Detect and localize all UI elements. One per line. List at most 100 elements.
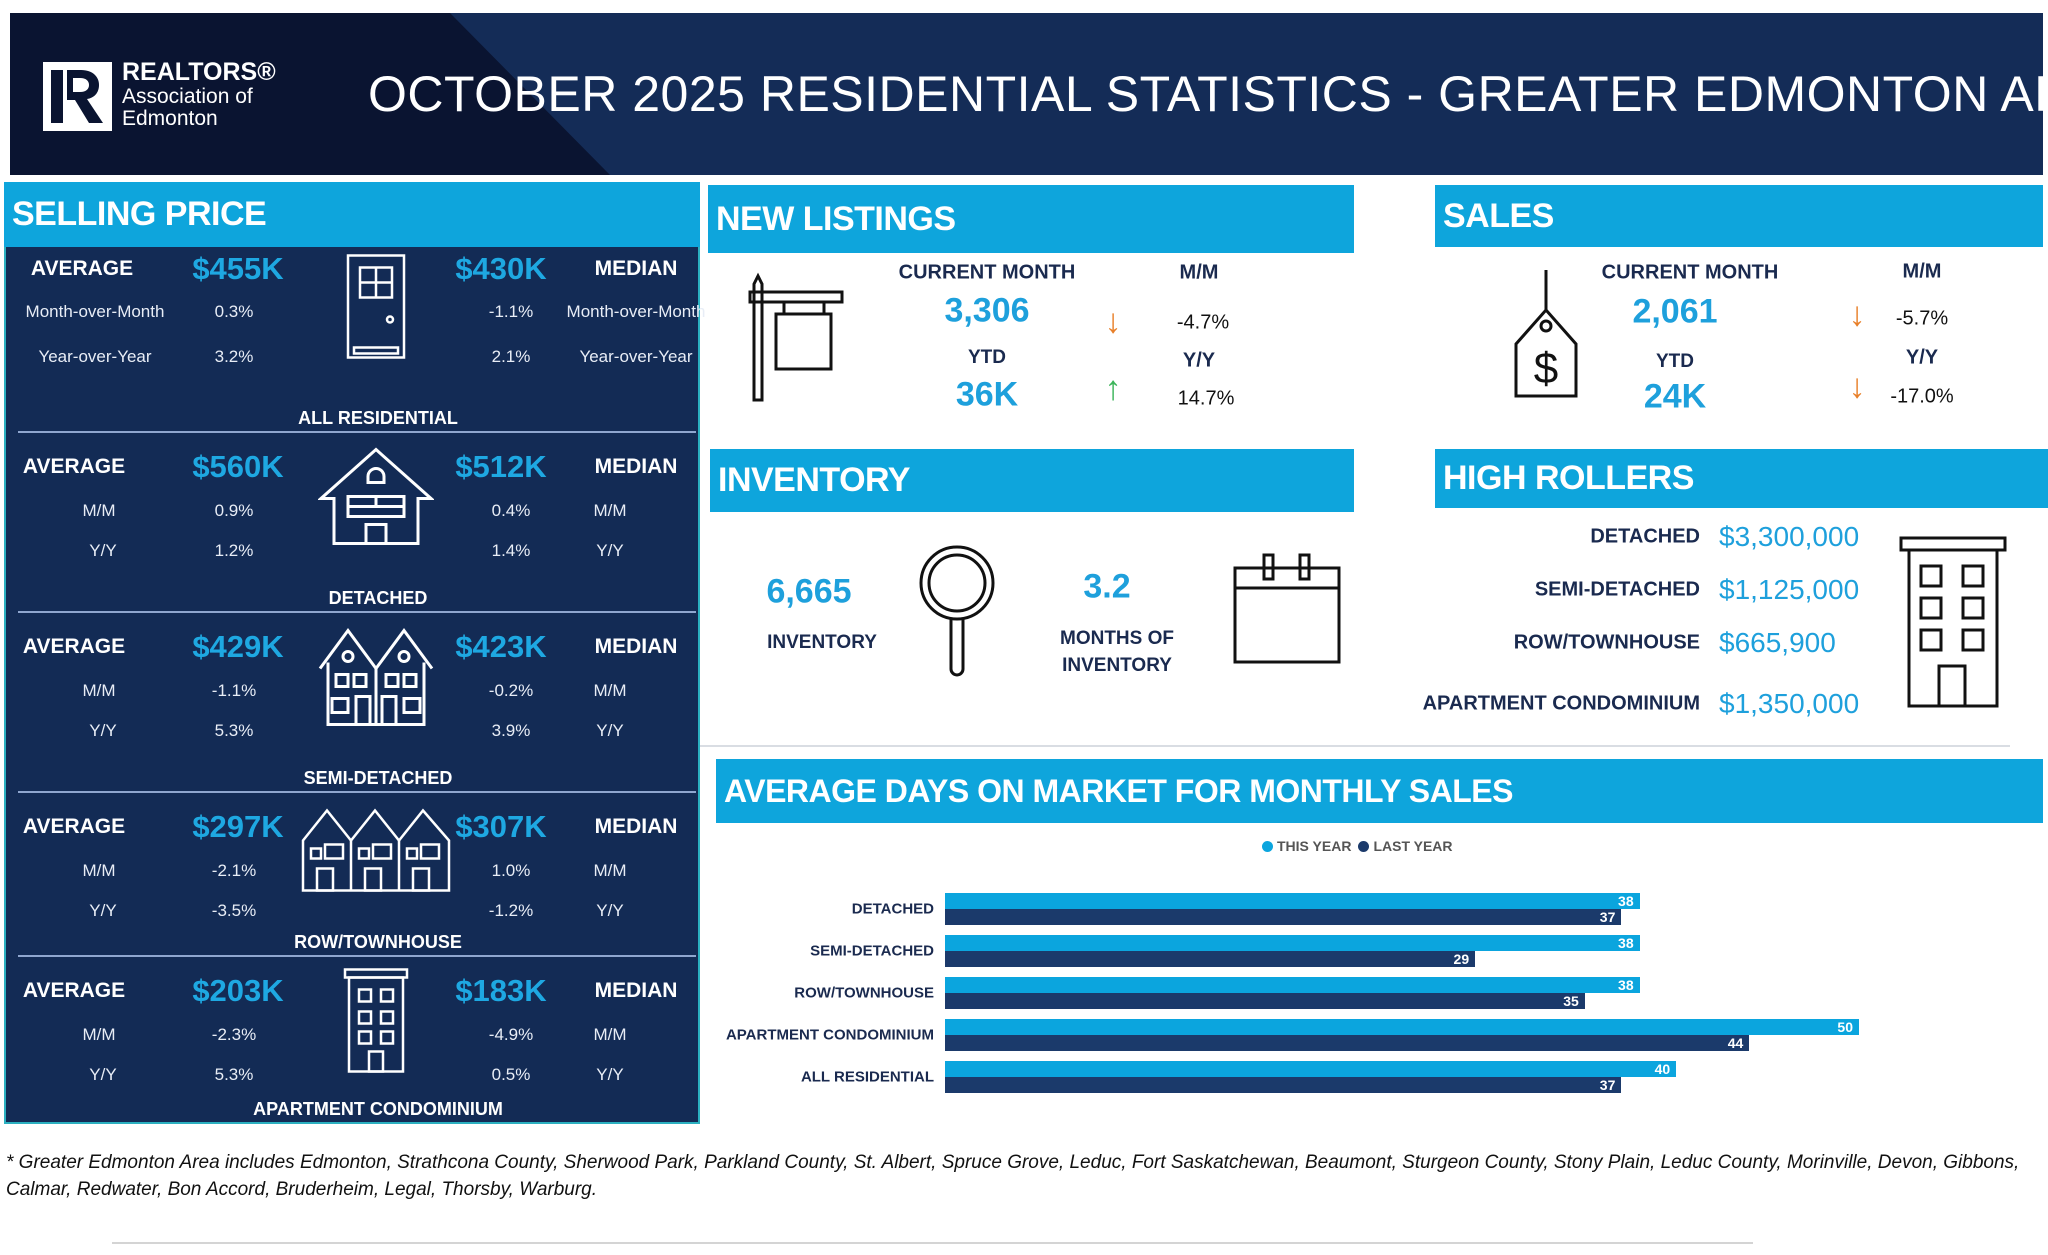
- section-divider: [18, 955, 696, 957]
- sales-ytd-value: 24K: [1643, 377, 1707, 416]
- high-roller-value: $3,300,000: [1719, 521, 1860, 552]
- median-yy-change: -1.2%: [488, 901, 534, 920]
- new-listings-mm-value: -4.7%: [1176, 311, 1230, 334]
- mm-label-right: M/M: [593, 861, 627, 880]
- mm-label-left: M/M: [82, 501, 116, 520]
- median-price: $307K: [455, 809, 547, 844]
- high-roller-label: SEMI-DETACHED: [1534, 578, 1700, 601]
- mm-label-left: M/M: [82, 861, 116, 880]
- townhouse-icon: [301, 808, 451, 898]
- new-listings-current-value: 3,306: [944, 291, 1030, 330]
- bar-last-year: 35: [945, 993, 1585, 1009]
- legend-label-last-year: LAST YEAR: [1373, 838, 1453, 854]
- median-label: MEDIAN: [594, 257, 678, 280]
- bar-last-year: 44: [945, 1035, 1750, 1051]
- high-roller-value: $1,350,000: [1719, 688, 1860, 719]
- average-label: AVERAGE: [22, 979, 126, 1002]
- average-mm-change: 0.3%: [214, 302, 254, 321]
- median-price: $512K: [455, 449, 547, 484]
- average-yy-change: 5.3%: [214, 721, 254, 740]
- high-roller-label: ROW/TOWNHOUSE: [1513, 631, 1700, 654]
- median-label: MEDIAN: [594, 455, 678, 478]
- realtors-logo-icon: [43, 62, 112, 131]
- yy-label-right: Y/Y: [596, 901, 624, 920]
- sales-mm-label: M/M: [1902, 260, 1942, 283]
- category-tick-label: ROW/TOWNHOUSE: [794, 984, 934, 1002]
- selling-price-header: SELLING PRICE: [4, 182, 700, 247]
- sales-mm-value: -5.7%: [1895, 307, 1949, 330]
- mm-label-left: M/M: [82, 681, 116, 700]
- arrow-down-icon: ↓: [1848, 295, 1866, 334]
- median-label: MEDIAN: [594, 979, 678, 1002]
- bar-value-label: 50: [1837, 1019, 1853, 1035]
- high-roller-value: $1,125,000: [1719, 574, 1860, 605]
- legend-swatch-this-year: [1262, 840, 1273, 852]
- average-yy-change: 1.2%: [214, 541, 254, 560]
- mm-label-right: M/M: [593, 501, 627, 520]
- sales-current-label: CURRENT MONTH: [1601, 261, 1779, 284]
- yy-label-right: Y/Y: [596, 1065, 624, 1084]
- logo-line1: REALTORS®: [122, 58, 276, 86]
- category-label: SEMI-DETACHED: [303, 768, 453, 788]
- average-price: $203K: [192, 973, 284, 1008]
- median-yy-change: 0.5%: [491, 1065, 531, 1084]
- bar-last-year: 37: [945, 909, 1622, 925]
- bar-last-year: 29: [945, 951, 1476, 967]
- selling-price-panel: AVERAGE $455K $430K MEDIAN Month-over-Mo…: [4, 247, 705, 1124]
- inventory-label: INVENTORY: [767, 632, 877, 653]
- yy-label-left: Y/Y: [89, 901, 117, 920]
- new-listings-ytd-label: YTD: [968, 347, 1006, 368]
- footer-divider: [112, 1242, 1753, 1244]
- mm-label-right: M/M: [593, 681, 627, 700]
- section-divider: [18, 611, 696, 613]
- median-yy-change: 2.1%: [491, 347, 531, 366]
- yy-label-right: Y/Y: [596, 541, 624, 560]
- average-price: $429K: [192, 629, 284, 664]
- sales-ytd-label: YTD: [1656, 351, 1694, 372]
- bar-value-label: 40: [1654, 1061, 1671, 1077]
- bar-last-year: 37: [945, 1077, 1622, 1093]
- bar-this-year: 40: [945, 1061, 1677, 1077]
- bar-this-year: 38: [945, 977, 1640, 993]
- sales-current-value: 2,061: [1632, 292, 1718, 331]
- median-mm-change: -0.2%: [488, 681, 534, 700]
- new-listings-current-label: CURRENT MONTH: [898, 261, 1076, 284]
- sales-header: SALES: [1435, 185, 2043, 247]
- median-label: MEDIAN: [594, 635, 678, 658]
- median-mm-change: -4.9%: [488, 1025, 534, 1044]
- footer-prefix: * Greater Edmonton Area includes: [6, 1152, 300, 1173]
- section-divider: [18, 431, 696, 433]
- median-price: $430K: [455, 251, 547, 286]
- bar-value-label: 38: [1618, 935, 1634, 951]
- months-label-line2: INVENTORY: [1062, 655, 1172, 676]
- selling-price-section: AVERAGE $203K $183K MEDIAN M/M Y/Y -2.3%…: [6, 957, 702, 1124]
- median-mm-change: -1.1%: [488, 302, 534, 321]
- arrow-up-icon: ↑: [1104, 369, 1122, 408]
- sales-yy-label: Y/Y: [1905, 346, 1939, 369]
- bar-value-label: 37: [1599, 1077, 1616, 1093]
- section-divider: [18, 791, 696, 793]
- bar-this-year: 38: [945, 935, 1640, 951]
- selling-price-section: AVERAGE $455K $430K MEDIAN Month-over-Mo…: [6, 247, 705, 433]
- inventory-value: 6,665: [766, 572, 852, 611]
- average-mm-change: -1.1%: [211, 681, 257, 700]
- high-roller-label: DETACHED: [1590, 525, 1700, 548]
- mm-label-right: M/M: [593, 1025, 627, 1044]
- category-label: ROW/TOWNHOUSE: [294, 932, 462, 952]
- high-rollers-header: HIGH ROLLERS: [1435, 449, 2048, 508]
- footer-note: * Greater Edmonton Area includes Edmonto…: [6, 1149, 2046, 1203]
- bar-value-label: 29: [1453, 951, 1470, 967]
- median-mm-change: 0.4%: [491, 501, 531, 520]
- category-label: APARTMENT CONDOMINIUM: [253, 1099, 503, 1119]
- new-listings-header: NEW LISTINGS: [708, 185, 1354, 253]
- median-price: $183K: [455, 973, 547, 1008]
- bar-value-label: 38: [1618, 893, 1634, 909]
- bar-this-year: 50: [945, 1019, 1859, 1035]
- average-mm-change: 0.9%: [214, 501, 254, 520]
- average-label: AVERAGE: [30, 257, 134, 280]
- average-mm-change: -2.3%: [211, 1025, 257, 1044]
- average-price: $455K: [192, 251, 284, 286]
- months-of-inventory-value: 3.2: [1083, 567, 1131, 606]
- yy-label-left: Year-over-Year: [38, 347, 152, 366]
- new-listings-mm-label: M/M: [1179, 261, 1219, 284]
